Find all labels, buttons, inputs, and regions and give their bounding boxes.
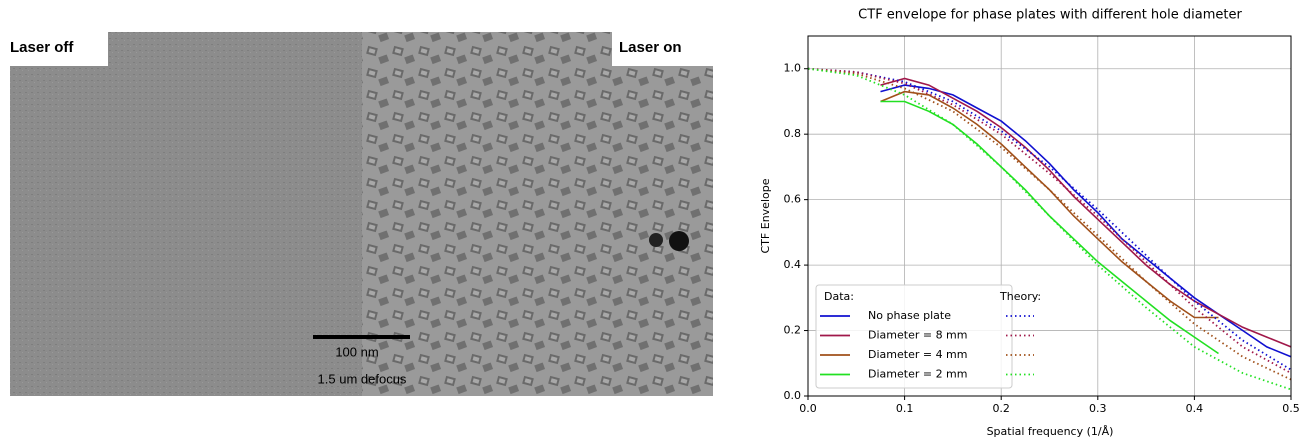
y-tick-label: 0.2 <box>784 324 802 337</box>
x-tick-label: 0.0 <box>799 402 817 415</box>
theory-line <box>807 67 1292 381</box>
label-box <box>612 30 713 66</box>
particle <box>649 233 663 247</box>
micrograph: Laser off Laser on 100 nm 1.5 um defocus <box>0 30 713 396</box>
legend-label: No phase plate <box>868 309 951 322</box>
legend-label: Diameter = 8 mm <box>868 329 968 342</box>
laser-off-image <box>10 32 362 396</box>
legend-title: Data: <box>824 290 854 303</box>
axes-frame <box>807 35 1292 397</box>
y-tick-label: 1.0 <box>784 62 802 75</box>
x-tick-label: 0.4 <box>1186 402 1204 415</box>
x-tick-label: 0.3 <box>1089 402 1107 415</box>
scale-label: 100 nm <box>335 344 378 359</box>
y-axis-label: CTF Envelope <box>759 178 772 253</box>
legend-box <box>815 284 1013 389</box>
data-line <box>880 90 1219 319</box>
right-label: Laser on <box>619 39 682 56</box>
particle <box>669 231 689 251</box>
x-tick-label: 0.1 <box>896 402 914 415</box>
defocus-label: 1.5 um defocus <box>318 371 407 386</box>
legend-label: Diameter = 2 mm <box>868 368 968 381</box>
data-line <box>880 77 1292 348</box>
label-box <box>0 30 108 66</box>
data-line <box>880 100 1219 355</box>
theory-line <box>807 67 1292 371</box>
theory-line <box>807 67 1292 374</box>
chart-title: CTF envelope for phase plates with diffe… <box>858 8 1242 23</box>
x-tick-label: 0.2 <box>992 402 1010 415</box>
theory-line <box>807 67 1292 391</box>
legend-title: Theory: <box>999 290 1041 303</box>
left-label: Laser off <box>10 39 74 56</box>
y-tick-label: 0.8 <box>784 127 802 140</box>
legend-label: Diameter = 4 mm <box>868 348 968 361</box>
scale-bar <box>313 335 410 339</box>
laser-on-image <box>362 32 713 396</box>
x-axis-label: Spatial frequency (1/Å) <box>987 425 1114 438</box>
y-tick-label: 0.6 <box>784 193 802 206</box>
y-tick-label: 0.0 <box>784 389 802 402</box>
x-tick-label: 0.5 <box>1282 402 1300 415</box>
y-tick-label: 0.4 <box>784 258 802 271</box>
